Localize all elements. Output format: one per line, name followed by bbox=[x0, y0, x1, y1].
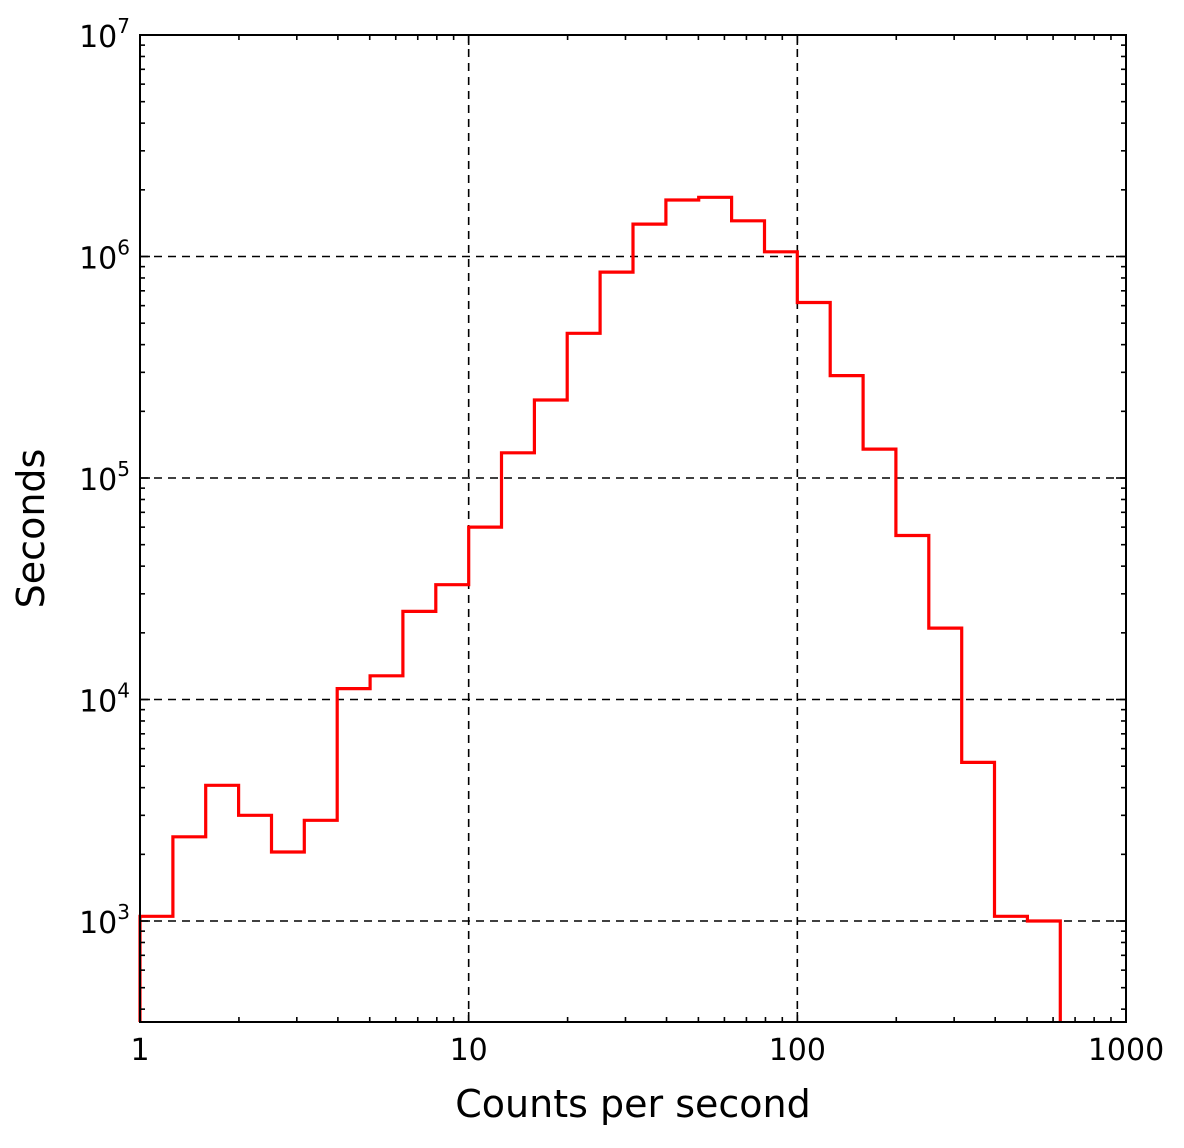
series-layer bbox=[138, 195, 1062, 1022]
y-tick-label: 103 bbox=[79, 900, 130, 941]
y-tick-exponent: 6 bbox=[117, 236, 130, 260]
y-tick-base: 10 bbox=[79, 20, 117, 55]
y-axis-label: Seconds bbox=[9, 449, 53, 609]
x-tick-label: 100 bbox=[769, 1033, 826, 1068]
y-tick-label: 106 bbox=[79, 236, 130, 277]
ticks bbox=[139, 34, 1127, 1022]
x-tick-label: 10 bbox=[450, 1033, 488, 1068]
y-tick-exponent: 4 bbox=[117, 679, 130, 703]
x-tick-label: 1 bbox=[130, 1033, 149, 1068]
y-tick-label: 105 bbox=[79, 457, 130, 498]
histogram-step-line bbox=[138, 195, 1062, 1022]
y-tick-base: 10 bbox=[79, 685, 117, 720]
x-axis-label: Counts per second bbox=[455, 1082, 810, 1126]
y-tick-label: 104 bbox=[79, 679, 130, 720]
y-tick-base: 10 bbox=[79, 906, 117, 941]
y-tick-exponent: 7 bbox=[117, 14, 130, 38]
x-tick-label: 1000 bbox=[1088, 1033, 1164, 1068]
y-tick-exponent: 5 bbox=[117, 457, 130, 481]
y-tick-exponent: 3 bbox=[117, 900, 130, 924]
y-tick-label: 107 bbox=[79, 14, 130, 55]
grid bbox=[140, 35, 1126, 1022]
y-tick-base: 10 bbox=[79, 242, 117, 277]
plot-frame bbox=[139, 34, 1127, 1023]
y-tick-base: 10 bbox=[79, 463, 117, 498]
